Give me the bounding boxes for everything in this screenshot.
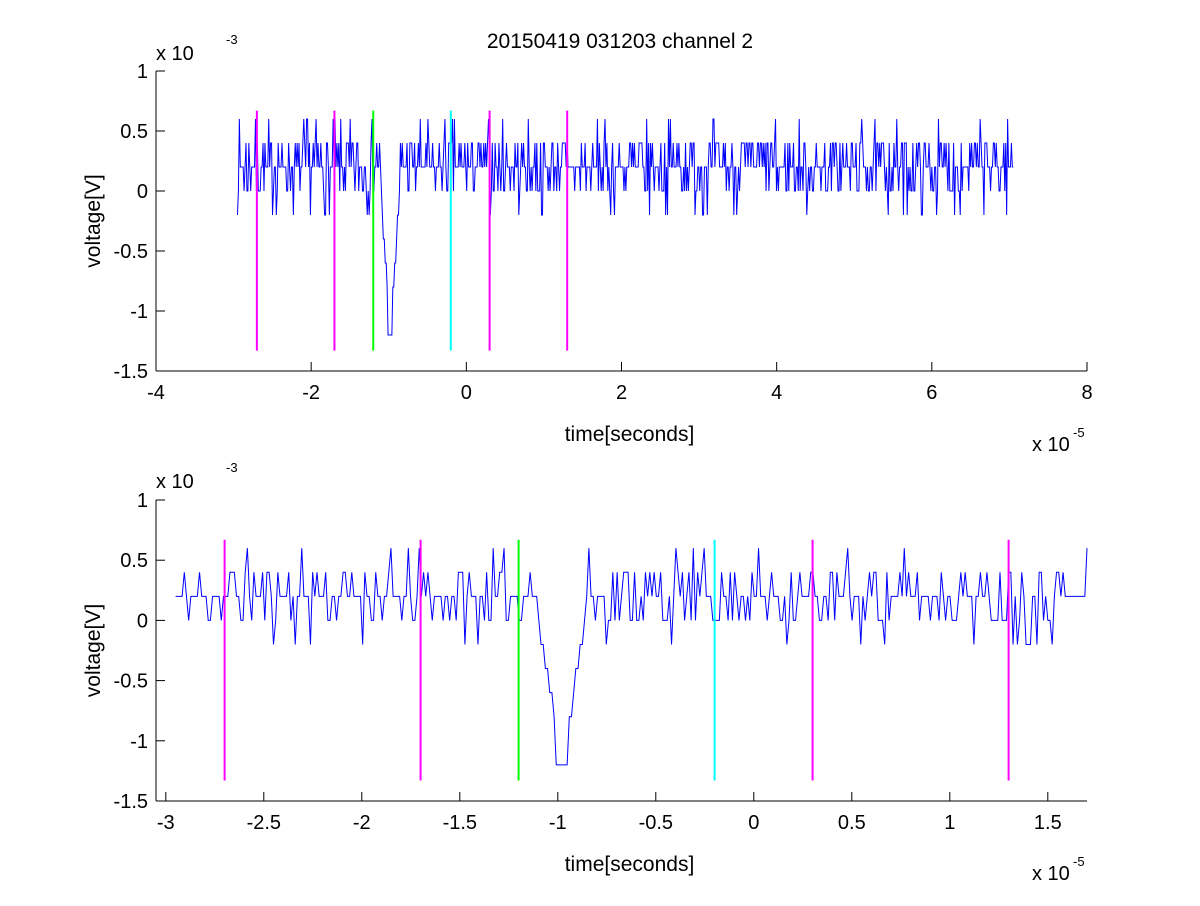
y-tick-label: -1 [130, 731, 148, 753]
signal-trace [236, 118, 1014, 336]
x-tick-label: 0.5 [838, 812, 866, 834]
top-panel: -4 -2 0 2 4 6 8 -1.5 -1 -0.5 0 0.5 1 time[seconds] vol… [82, 32, 1093, 456]
x-tick-label: 4 [771, 382, 782, 404]
x-axis-label: time[seconds] [565, 853, 695, 876]
y-multiplier-label: x 10 [156, 471, 194, 493]
y-tick-label: 1 [137, 490, 148, 512]
x-tick-label: 8 [1081, 382, 1092, 404]
x-multiplier-label: x 10 [1032, 434, 1070, 456]
y-tick-label: -1 [130, 301, 148, 323]
x-tick-label: -1.5 [443, 812, 477, 834]
x-tick-label: 1.5 [1034, 812, 1062, 834]
x-axis-label: time[seconds] [565, 423, 695, 446]
y-tick-label: 0 [137, 181, 148, 203]
y-tick-label: 1 [137, 61, 148, 83]
x-tick-label: 0 [748, 812, 759, 834]
y-multiplier-label: x 10 [156, 43, 194, 65]
x-tick-label: 2 [616, 382, 627, 404]
x-tick-label: -1 [549, 812, 567, 834]
y-tick-label: -1.5 [114, 791, 148, 813]
x-tick-label: -3 [157, 812, 175, 834]
x-exponent-label: -5 [1073, 425, 1085, 440]
chart-title: 20150419 031203 channel 2 [487, 30, 753, 53]
y-tick-label: -0.5 [114, 241, 148, 263]
signal-trace [175, 548, 1088, 766]
y-axis-label: voltage[V] [82, 604, 105, 697]
bottom-panel: -3 -2.5 -2 -1.5 -1 -0.5 0 0.5 1 1.5 -1.5 -1 -0.5 0 0.5… [82, 460, 1088, 885]
y-exponent-label: -3 [226, 460, 238, 475]
x-multiplier-label: x 10 [1032, 863, 1070, 885]
y-tick-label: 0.5 [120, 121, 148, 143]
x-tick-label: -2.5 [247, 812, 281, 834]
x-tick-label: -2 [353, 812, 371, 834]
y-exponent-label: -3 [226, 32, 238, 47]
y-tick-label: 0 [137, 610, 148, 632]
x-tick-label: -2 [302, 382, 320, 404]
x-tick-label: 0 [461, 382, 472, 404]
x-exponent-label: -5 [1073, 854, 1085, 869]
x-tick-label: -4 [147, 382, 165, 404]
y-axis-label: voltage[V] [82, 174, 105, 267]
y-tick-label: -1.5 [114, 361, 148, 383]
y-tick-label: 0.5 [120, 550, 148, 572]
y-tick-label: -0.5 [114, 671, 148, 693]
x-tick-label: 6 [926, 382, 937, 404]
x-tick-label: -0.5 [639, 812, 673, 834]
x-tick-label: 1 [944, 812, 955, 834]
